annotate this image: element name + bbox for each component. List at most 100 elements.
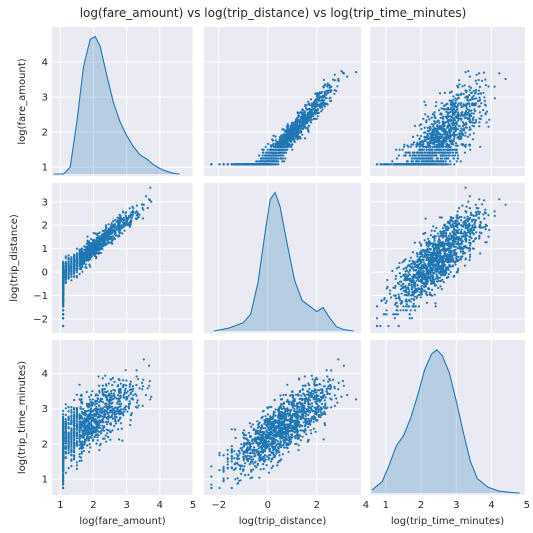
scatter-point: [444, 131, 447, 135]
scatter-point: [416, 144, 419, 147]
scatter-point: [449, 160, 452, 163]
scatter-point: [304, 117, 307, 120]
scatter-point: [406, 160, 409, 163]
scatter-point: [460, 101, 463, 105]
scatter-point: [291, 148, 294, 151]
scatter-point: [299, 137, 302, 140]
scatter-point: [440, 102, 443, 105]
scatter-point: [307, 100, 310, 103]
scatter-point: [460, 127, 463, 130]
panel-log-fare-amount-vs-log-trip-distance: [204, 27, 361, 176]
scatter-point: [67, 266, 70, 269]
scatter-point: [468, 110, 471, 113]
scatter-point: [450, 119, 453, 122]
scatter-point: [429, 234, 432, 237]
scatter-point: [454, 133, 457, 137]
scatter-point: [75, 266, 78, 269]
scatter-point: [73, 269, 76, 272]
scatter-point: [438, 121, 441, 124]
scatter-point: [434, 305, 437, 308]
scatter-point: [280, 151, 283, 154]
scatter-point: [436, 160, 439, 163]
scatter-point: [149, 186, 152, 189]
scatter-point: [422, 160, 425, 163]
scatter-point: [430, 123, 433, 126]
scatter-point: [436, 163, 439, 166]
scatter-point: [109, 228, 112, 231]
scatter-point: [441, 151, 444, 154]
scatter-point: [470, 109, 473, 112]
scatter-point: [284, 151, 288, 154]
scatter-point: [454, 151, 457, 154]
scatter-point: [218, 163, 221, 166]
scatter-point: [390, 163, 393, 166]
scatter-point: [454, 126, 457, 129]
scatter-point: [450, 106, 453, 109]
scatter-point: [421, 151, 424, 154]
scatter-point: [242, 163, 245, 166]
scatter-point: [463, 151, 467, 154]
scatter-point: [271, 139, 275, 142]
scatter-point: [84, 263, 87, 266]
scatter-point: [134, 217, 137, 220]
scatter-point: [290, 129, 293, 133]
scatter-point: [303, 125, 307, 128]
scatter-point: [485, 110, 489, 113]
scatter-point: [451, 154, 454, 157]
scatter-point: [96, 252, 99, 255]
scatter-point: [298, 123, 301, 126]
scatter-point: [294, 122, 297, 125]
scatter-point: [465, 224, 469, 227]
scatter-point: [424, 113, 427, 116]
scatter-point: [469, 114, 472, 117]
scatter-point: [452, 127, 455, 130]
scatter-point: [301, 133, 304, 136]
scatter-point: [104, 228, 107, 232]
scatter-point: [456, 157, 460, 160]
scatter-point: [70, 266, 73, 269]
scatter-point: [302, 117, 305, 120]
scatter-point: [296, 126, 299, 129]
scatter-point: [424, 104, 427, 107]
scatter-point: [418, 138, 421, 141]
scatter-point: [107, 229, 110, 232]
scatter-point: [458, 206, 461, 210]
scatter-point: [440, 148, 443, 151]
scatter-point: [141, 217, 144, 220]
scatter-point: [277, 157, 280, 160]
scatter-point: [387, 324, 390, 328]
scatter-point: [464, 123, 468, 126]
scatter-point: [405, 305, 408, 308]
kde-line-log-fare-amount: [53, 35, 180, 175]
scatter-point: [468, 126, 471, 129]
scatter-point: [113, 218, 117, 221]
y-tick-label: 4: [42, 58, 48, 69]
scatter-point: [448, 128, 451, 131]
scatter-point: [436, 123, 439, 127]
scatter-point: [337, 79, 340, 82]
scatter-point: [291, 121, 294, 124]
scatter-point: [127, 216, 130, 220]
scatter-point: [472, 102, 475, 105]
scatter-point: [483, 99, 486, 102]
scatter-point: [463, 264, 467, 267]
scatter-point: [487, 214, 490, 217]
scatter-point: [428, 132, 431, 135]
scatter-point: [438, 139, 441, 142]
scatter-point: [300, 111, 303, 114]
scatter-point: [274, 139, 277, 142]
scatter-point: [296, 137, 300, 140]
scatter-point: [128, 207, 131, 210]
scatter-point: [431, 145, 434, 148]
scatter-point: [88, 263, 91, 266]
scatter-point: [451, 112, 454, 115]
scatter-point: [303, 137, 307, 140]
scatter-point: [108, 235, 111, 238]
scatter-point: [412, 160, 415, 163]
scatter-point: [116, 228, 119, 231]
scatter-point: [274, 163, 277, 166]
scatter-point: [404, 286, 407, 289]
scatter-point: [431, 160, 434, 163]
scatter-point: [86, 259, 89, 262]
scatter-point: [504, 77, 507, 81]
